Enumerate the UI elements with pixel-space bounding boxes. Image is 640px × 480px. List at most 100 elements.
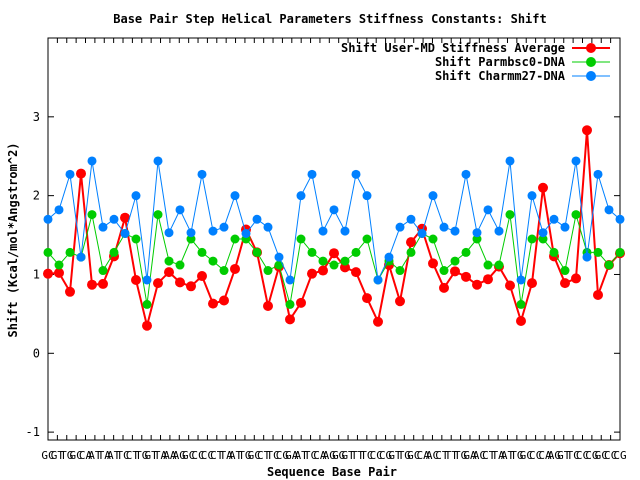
x-tick-label: AG — [548, 449, 561, 462]
x-tick-label: TA — [491, 449, 505, 462]
x-tick-label: GC — [248, 449, 261, 462]
data-point — [428, 234, 438, 244]
data-point — [43, 214, 53, 224]
data-point — [120, 212, 130, 223]
x-tick-label: AT — [107, 449, 121, 462]
data-point — [329, 260, 339, 270]
x-tick-label: CG — [276, 449, 289, 462]
data-point — [560, 278, 570, 289]
data-point — [549, 247, 559, 257]
data-point — [219, 295, 229, 306]
data-point — [263, 301, 273, 311]
data-point — [373, 316, 383, 327]
x-tick-label: AA — [163, 449, 177, 462]
x-tick-label: TT — [351, 449, 365, 462]
data-point — [285, 314, 295, 325]
data-point — [406, 237, 416, 248]
x-tick-label: TC — [116, 449, 129, 462]
data-point — [593, 289, 603, 300]
x-tick-label: GC — [407, 449, 420, 462]
data-point — [527, 234, 537, 244]
x-tick-label: GC — [520, 449, 533, 462]
y-axis-label: Shift (Kcal/mol*Angstrom^2) — [6, 142, 20, 337]
data-point — [362, 191, 372, 201]
y-tick-label: -1 — [26, 425, 40, 439]
chart-title: Base Pair Step Helical Parameters Stiffn… — [113, 12, 546, 26]
data-point — [571, 156, 581, 166]
data-point — [472, 234, 482, 244]
data-point — [483, 274, 493, 285]
data-point — [604, 205, 614, 215]
data-point — [296, 191, 306, 201]
data-point — [505, 210, 515, 220]
data-point — [472, 279, 482, 290]
data-point — [604, 260, 614, 270]
x-tick-label: TT — [445, 449, 459, 462]
data-point — [142, 275, 152, 285]
data-point — [527, 278, 537, 289]
x-tick-label: TG — [398, 449, 411, 462]
data-point — [582, 252, 592, 262]
x-tick-label: TG — [510, 449, 523, 462]
data-point — [87, 279, 97, 290]
x-tick-label: GC — [595, 449, 608, 462]
data-point — [87, 210, 97, 220]
data-point — [252, 214, 262, 224]
data-point — [582, 125, 592, 136]
data-point — [153, 278, 163, 289]
x-tick-label: CT — [126, 449, 140, 462]
data-point — [318, 256, 328, 266]
x-tick-label: CT — [435, 449, 449, 462]
x-tick-label: GA — [463, 449, 477, 462]
x-tick-label: CT — [210, 449, 224, 462]
data-point — [318, 226, 328, 236]
x-tick-label: TC — [360, 449, 373, 462]
x-tick-label: CA — [313, 449, 327, 462]
data-point — [450, 266, 460, 277]
data-point — [505, 156, 515, 166]
data-point — [164, 267, 174, 278]
x-tick-label: AG — [323, 449, 336, 462]
data-point — [461, 271, 471, 282]
data-point — [219, 266, 229, 276]
x-tick-label: TA — [98, 449, 112, 462]
data-point — [450, 226, 460, 236]
x-tick-label: TC — [266, 449, 279, 462]
data-point — [186, 234, 196, 244]
data-point — [351, 267, 361, 278]
x-axis-label: Sequence Base Pair — [267, 465, 397, 479]
data-point — [263, 266, 273, 276]
x-tick-label: CC — [201, 449, 214, 462]
legend-label: Shift User-MD Stiffness Average — [341, 41, 565, 55]
data-point — [560, 266, 570, 276]
legend-marker — [586, 43, 596, 53]
data-point — [395, 266, 405, 276]
data-point — [329, 248, 339, 259]
data-point — [593, 247, 603, 257]
data-point — [538, 228, 548, 238]
legend-marker — [586, 57, 596, 67]
x-tick-label: GA — [285, 449, 299, 462]
data-point — [593, 169, 603, 179]
data-point — [461, 247, 471, 257]
x-tick-label: AT — [88, 449, 102, 462]
x-tick-label: CC — [370, 449, 383, 462]
data-point — [43, 247, 53, 257]
x-tick-label: TC — [304, 449, 317, 462]
data-point — [98, 222, 108, 232]
x-tick-label: CA — [79, 449, 93, 462]
data-point — [615, 247, 625, 257]
data-point — [395, 296, 405, 307]
x-tick-label: AC — [426, 449, 439, 462]
data-point — [76, 168, 86, 179]
data-point — [527, 191, 537, 201]
data-point — [516, 299, 526, 309]
legend-label: Shift Charmm27-DNA — [435, 69, 566, 83]
x-tick-label: TA — [154, 449, 168, 462]
data-point — [153, 156, 163, 166]
data-point — [109, 247, 119, 257]
data-point — [461, 169, 471, 179]
data-point — [472, 228, 482, 238]
legend-label: Shift Parmbsc0-DNA — [435, 55, 566, 69]
data-point — [230, 234, 240, 244]
